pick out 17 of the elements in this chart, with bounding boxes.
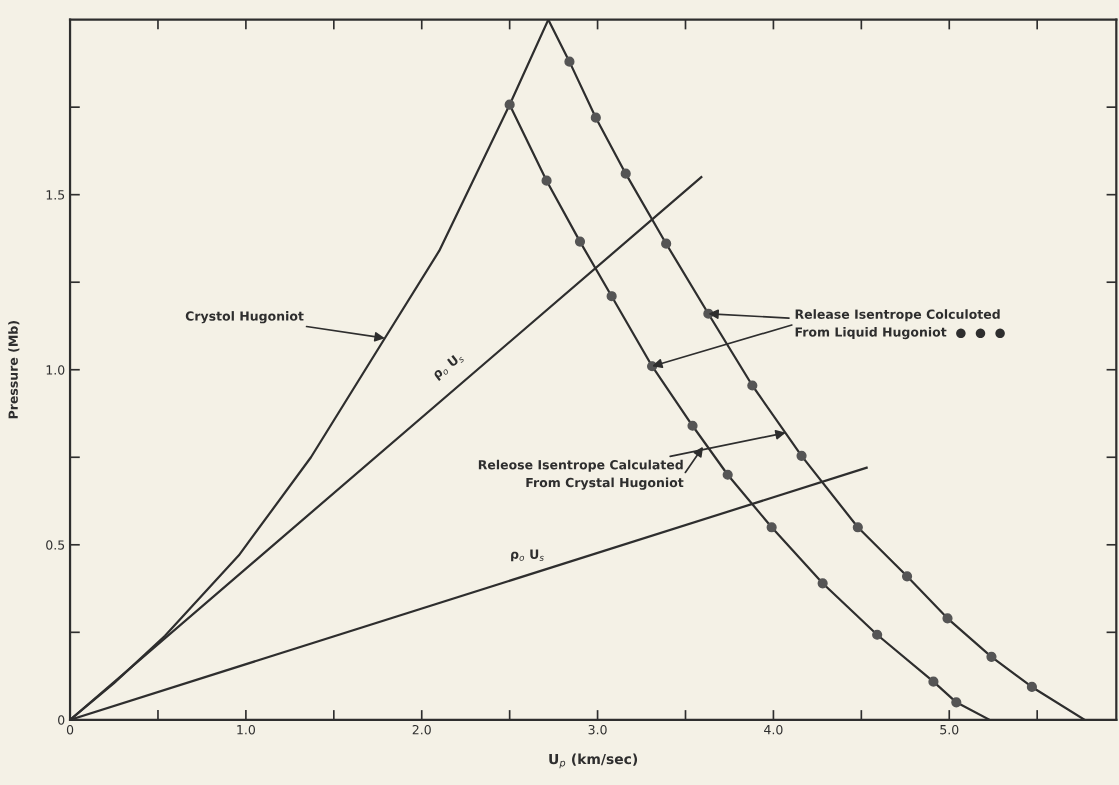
y-axis-title: Pressure (Mb) [8,321,20,419]
x-tick-label: 0 [66,724,74,735]
x-axis-title: U$_{p}$ (km/sec) [549,753,638,769]
annotation: ρ$_{o}$ U$_{s}$ [431,351,465,381]
x-tick-label: 5.0 [940,724,959,735]
x-tick-label: 2.0 [412,724,431,735]
y-tick-label: 0.5 [46,540,65,550]
annotation: Crystol Hugoniot [185,311,304,324]
annotation: ρ$_{o}$ U$_{s}$ [511,549,544,562]
x-tick-label: 4.0 [764,724,783,735]
annotation: Release Isentrope Colculoted From Liquid Hugoniot ● ● ● [795,309,1005,340]
x-tick-label: 1.0 [237,724,255,735]
x-tick-label: 3.0 [588,724,607,735]
y-tick-label: 0 [58,715,65,725]
annotation: Releose Isentrope Calculated From Crystal Hugoniot [478,459,684,490]
y-tick-label: 1.5 [46,190,65,200]
y-tick-label: 1.0 [46,365,65,375]
